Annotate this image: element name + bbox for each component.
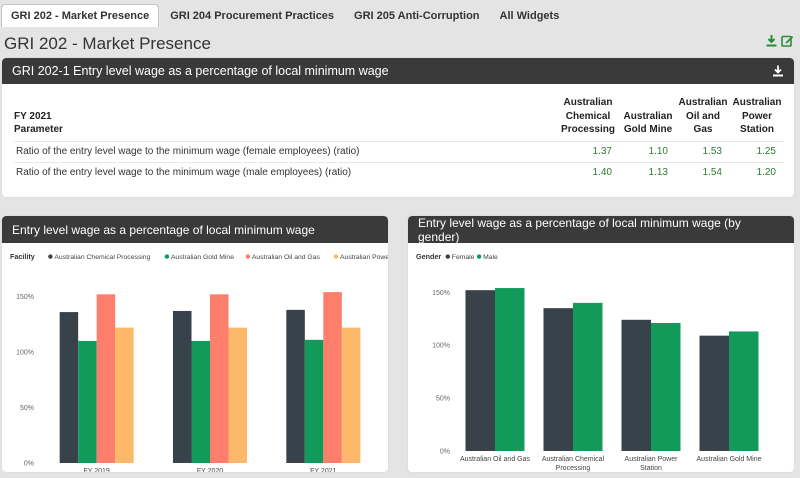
- wage-table: FY 2021 Parameter Australian Chemical Proc…: [14, 96, 784, 183]
- x-tick-label: FY 2019: [83, 468, 109, 472]
- edit-icon[interactable]: [781, 34, 794, 47]
- bar: [173, 310, 192, 463]
- bar: [465, 290, 495, 451]
- tab-gri-205[interactable]: GRI 205 Anti-Corruption: [354, 9, 480, 22]
- table-row: Ratio of the entry level wage to the min…: [14, 161, 784, 183]
- bar: [191, 340, 210, 463]
- x-tick-label: Australian Oil and Gas: [460, 456, 531, 463]
- legend-marker: [245, 254, 251, 259]
- x-tick-label: FY 2021: [310, 468, 336, 472]
- bar: [341, 327, 361, 463]
- col-header-gold-mine: Australian Gold Mine: [623, 110, 673, 136]
- y-tick-label: 150%: [16, 294, 34, 301]
- header-icons: [765, 34, 794, 47]
- download-icon[interactable]: [765, 34, 778, 47]
- gender-chart-panel: Entry level wage as a percentage of loca…: [408, 216, 794, 472]
- legend-marker: [333, 254, 339, 259]
- y-tick-label: 0%: [440, 449, 450, 456]
- cell-value: 1.54: [676, 161, 730, 183]
- col-header-power-station: Australian Power Station: [732, 97, 782, 135]
- wage-table-panel: GRI 202-1 Entry level wage as a percenta…: [2, 58, 794, 197]
- bar: [729, 331, 759, 451]
- cell-value: 1.10: [620, 140, 676, 162]
- x-tick-label: Australian Power: [625, 456, 679, 463]
- chart-title: Entry level wage as a percentage of loca…: [418, 216, 741, 244]
- legend-item: Australian Oil and Gas: [252, 254, 321, 261]
- page-title: GRI 202 - Market Presence: [4, 34, 211, 53]
- legend-item: Australian Gold Mine: [171, 254, 234, 261]
- y-tick-label: 100%: [16, 350, 34, 357]
- row-parameter: Ratio of the entry level wage to the min…: [14, 140, 556, 162]
- bar: [543, 308, 573, 451]
- y-tick-label: 150%: [432, 290, 450, 297]
- bar: [323, 292, 342, 463]
- tab-all-widgets[interactable]: All Widgets: [499, 9, 560, 22]
- bar: [228, 327, 247, 463]
- x-tick-label: Station: [640, 465, 662, 472]
- col-header-chemical: Australian Chemical Processing: [561, 97, 615, 135]
- legend-marker: [445, 254, 450, 259]
- parameter-label: Parameter: [14, 124, 63, 135]
- legend-item: Australian Chemical Processing: [54, 254, 150, 261]
- bar: [495, 288, 525, 451]
- cell-value: 1.37: [556, 140, 620, 162]
- legend-marker: [164, 254, 170, 259]
- legend-title: Gender: [416, 252, 441, 261]
- gender-bar-chart: Gender Female Male 0% 50% 100% 150% Australian …: [416, 252, 762, 472]
- x-tick-label: FY 2020: [197, 468, 223, 472]
- legend-item: Female: [452, 254, 475, 261]
- cell-value: 1.20: [730, 161, 784, 183]
- cell-value: 1.25: [730, 140, 784, 162]
- x-tick-label: Australian Chemical: [542, 456, 605, 463]
- bar: [210, 294, 229, 463]
- chart-title: Entry level wage as a percentage of loca…: [12, 222, 315, 237]
- cell-value: 1.13: [620, 161, 676, 183]
- legend-marker: [476, 254, 482, 259]
- panel-header: Entry level wage as a percentage of loca…: [2, 216, 388, 243]
- legend-item: Male: [483, 254, 498, 261]
- legend-item: Australian Power Station: [340, 254, 388, 261]
- tab-gri-202[interactable]: GRI 202 - Market Presence: [1, 4, 160, 27]
- y-tick-label: 0%: [24, 461, 34, 468]
- x-tick-label: Processing: [556, 465, 591, 472]
- cell-value: 1.40: [556, 161, 620, 183]
- table-row: Ratio of the entry level wage to the min…: [14, 140, 784, 162]
- col-header-oil-gas: Australian Oil and Gas: [678, 97, 728, 135]
- y-tick-label: 50%: [436, 396, 450, 403]
- bar: [621, 319, 651, 451]
- panel-header: Entry level wage as a percentage of loca…: [408, 216, 794, 244]
- bar: [286, 309, 305, 463]
- row-parameter: Ratio of the entry level wage to the min…: [14, 161, 556, 183]
- facility-bar-chart: Facility Australian Chemical Processing Au…: [10, 252, 388, 472]
- y-tick-label: 100%: [432, 343, 450, 350]
- bar: [573, 302, 603, 451]
- panel-header: GRI 202-1 Entry level wage as a percenta…: [2, 58, 794, 84]
- facility-chart-panel: Entry level wage as a percentage of loca…: [2, 216, 388, 472]
- bar: [78, 340, 97, 463]
- panel-title: GRI 202-1 Entry level wage as a percenta…: [12, 64, 389, 78]
- legend-title: Facility: [10, 252, 35, 261]
- bar: [96, 294, 116, 463]
- bar: [699, 335, 729, 451]
- download-icon[interactable]: [772, 65, 784, 77]
- cell-value: 1.53: [676, 140, 730, 162]
- table-header-parameter: FY 2021 Parameter: [14, 96, 556, 141]
- legend-marker: [48, 254, 53, 259]
- y-tick-label: 50%: [20, 405, 34, 412]
- tab-bar: GRI 202 - Market Presence GRI 204 Procur…: [0, 0, 800, 27]
- bar: [115, 327, 134, 463]
- tab-gri-204[interactable]: GRI 204 Procurement Practices: [170, 9, 335, 22]
- fy-label: FY 2021: [14, 110, 52, 122]
- bar: [59, 312, 79, 463]
- x-tick-label: Australian Gold Mine: [697, 456, 762, 463]
- bar: [304, 339, 324, 463]
- bar: [651, 322, 681, 451]
